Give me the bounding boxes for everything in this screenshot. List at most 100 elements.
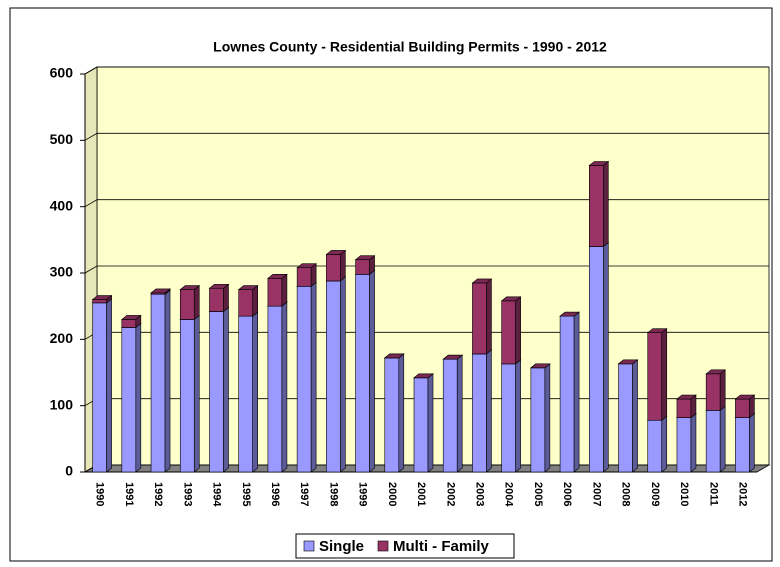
x-tick-label: 1999: [357, 482, 369, 506]
bar-side: [427, 373, 434, 473]
bar-side: [252, 284, 258, 317]
bar-side: [486, 278, 492, 355]
x-tick-label: 2004: [503, 482, 515, 507]
grid-line: [84, 66, 769, 75]
legend-box: [295, 533, 515, 559]
bar: [179, 319, 195, 473]
bar: [705, 373, 721, 411]
bar-top: [500, 296, 522, 302]
legend-swatch: [377, 540, 389, 552]
bar: [472, 353, 487, 473]
bar: [442, 358, 458, 473]
bar-top: [559, 311, 580, 317]
y-tick-label: 300: [50, 264, 74, 280]
bar: [150, 293, 166, 473]
bar-side: [603, 160, 609, 248]
bar-top: [296, 263, 317, 268]
bar-side: [398, 353, 405, 473]
y-tick-label: 0: [65, 463, 73, 479]
bar-top: [442, 354, 464, 360]
bar: [267, 305, 283, 473]
x-tick-label: 1992: [152, 482, 164, 506]
x-tick-label: 1990: [94, 482, 106, 506]
bar: [735, 417, 750, 473]
x-tick-label: 1991: [123, 482, 135, 506]
bar-top: [208, 283, 230, 289]
bar-top: [676, 394, 697, 400]
x-tick-label: 2010: [678, 482, 690, 506]
x-tick-label: 2006: [561, 482, 573, 506]
bar: [92, 302, 107, 473]
bar-side: [193, 314, 200, 473]
y-tick-label: 400: [50, 197, 74, 213]
bar: [179, 289, 195, 320]
bar-side: [281, 273, 288, 307]
bar-side: [456, 354, 463, 473]
bar-side: [661, 328, 668, 421]
bar-side: [223, 283, 229, 313]
bar: [296, 285, 312, 473]
bar-top: [617, 359, 639, 365]
bar: [647, 419, 663, 473]
bar-side: [544, 363, 551, 473]
x-tick-label: 2001: [415, 482, 427, 506]
bar-side: [515, 359, 521, 473]
bar-top: [150, 288, 171, 294]
bar-top: [267, 274, 288, 279]
bar-side: [193, 284, 200, 321]
bar-side: [603, 241, 609, 473]
bar-side: [719, 369, 726, 411]
bar: [267, 278, 283, 307]
bar-top: [325, 250, 347, 255]
bar-side: [252, 311, 258, 473]
bar-side: [281, 301, 288, 473]
grid-line: [84, 132, 769, 141]
bar-side: [106, 298, 112, 473]
bar-side: [135, 322, 142, 473]
bar-side: [340, 276, 346, 473]
x-tick-label: 2008: [620, 482, 632, 506]
bar: [589, 165, 604, 247]
bar: [121, 327, 137, 473]
bar: [501, 363, 516, 473]
bar: [530, 367, 546, 473]
x-tick-label: 1998: [327, 482, 339, 506]
bar: [92, 299, 107, 304]
bar-side: [164, 289, 171, 473]
bar-top: [734, 394, 756, 400]
bar: [238, 315, 253, 473]
bar: [384, 357, 400, 473]
bar: [705, 410, 721, 473]
bar: [413, 377, 429, 473]
bar: [355, 259, 370, 275]
bar-top: [383, 353, 405, 359]
bar-side: [486, 349, 492, 473]
bar: [121, 319, 137, 328]
bar-side: [661, 415, 668, 473]
bar-top: [91, 295, 113, 300]
x-tick-label: 1997: [298, 482, 310, 506]
bar: [355, 274, 370, 473]
y-tick-label: 200: [50, 330, 74, 346]
x-tick-label: 2000: [386, 482, 398, 506]
bar: [676, 417, 692, 473]
legend-label: Multi - Family: [393, 538, 489, 555]
x-tick-label: 2007: [590, 482, 602, 506]
bar: [559, 315, 575, 473]
bar: [209, 287, 224, 312]
grid-line: [84, 199, 769, 208]
bar-side: [749, 412, 755, 473]
x-tick-label: 2011: [707, 482, 719, 506]
y-tick-label: 100: [50, 396, 74, 412]
bar: [326, 280, 341, 473]
bar: [501, 300, 516, 365]
bar: [296, 267, 312, 287]
y-tick-label: 600: [50, 65, 74, 81]
bar-top: [471, 278, 493, 284]
x-tick-label: 1994: [211, 482, 223, 507]
bar-side: [223, 306, 229, 473]
x-tick-label: 2003: [474, 482, 486, 506]
bar-side: [340, 249, 346, 282]
bar-side: [369, 269, 375, 473]
